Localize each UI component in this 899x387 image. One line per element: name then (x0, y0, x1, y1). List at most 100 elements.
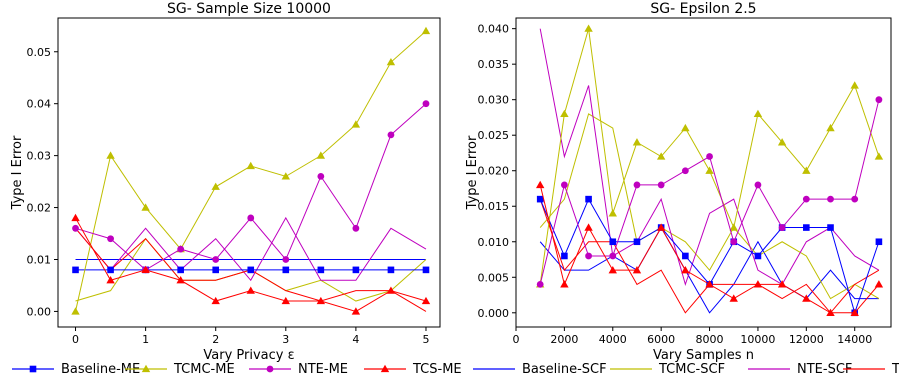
x-tick-label: 6000 (647, 333, 675, 346)
data-point-tcs-me (281, 296, 290, 305)
data-point-tcmc-me (71, 307, 80, 315)
data-point-nte-me (633, 181, 641, 189)
series-nte-me (536, 96, 883, 288)
chart-title: SG- Epsilon 2.5 (650, 1, 756, 17)
data-point-tcs-me (176, 276, 185, 284)
legend-item-tcmc-scf: TCMC-SCF (610, 362, 725, 377)
series-line-nte-scf (75, 216, 427, 282)
y-tick-label: 0.010 (478, 236, 510, 249)
y-tick-label: 0.03 (27, 150, 52, 163)
data-point-tcs-me (316, 296, 326, 305)
data-point-tcmc-me (211, 182, 220, 190)
y-tick-label: 0.000 (478, 307, 510, 320)
data-point-nte-me (875, 96, 883, 104)
data-point-nte-me (422, 100, 430, 108)
data-point-tcmc-me (826, 123, 835, 132)
legend-item-nte-scf: NTE-SCF (748, 362, 852, 377)
series-nte-scf (539, 28, 880, 287)
data-point-tcmc-me (351, 120, 361, 128)
data-point-tcmc-me (141, 203, 150, 211)
y-tick-label: 0.020 (478, 165, 510, 178)
y-tick-label: 0.025 (478, 129, 510, 142)
series-nte-scf (75, 216, 427, 282)
data-point-tcs-me (729, 294, 738, 302)
y-tick-label: 0.030 (478, 94, 510, 107)
data-point-nte-me (609, 252, 617, 260)
legend-label: TCMC-SCF (658, 362, 725, 377)
data-point-tcs-me (246, 286, 255, 294)
data-point-baseline-me (536, 195, 544, 203)
legend-label: TCS-ME (412, 362, 462, 377)
data-point-nte-me (706, 153, 713, 160)
data-point-nte-me (778, 224, 786, 231)
series-baseline-me (72, 266, 430, 274)
data-point-baseline-me (633, 238, 641, 246)
data-point-baseline-me (177, 266, 184, 274)
series-line-nte-me (75, 103, 427, 271)
data-point-baseline-me (282, 266, 290, 274)
legend-label: TCMC-ME (173, 362, 235, 377)
y-axis-label: Type I Error (10, 135, 25, 210)
chart-samples: 0 2000 4000 6000 8000 10000 12000 14000 0.000 0.0… (465, 1, 892, 363)
data-point-nte-me (536, 280, 544, 288)
series-tcmc-me (71, 26, 431, 315)
x-tick-label: 5 (422, 333, 429, 346)
x-tick-label: 10000 (740, 333, 775, 346)
data-point-nte-me (802, 195, 810, 203)
data-point-nte-me (177, 245, 185, 253)
legend-marker (141, 364, 151, 373)
x-tick-label: 14000 (837, 333, 872, 346)
data-point-baseline-me (212, 266, 220, 274)
data-point-nte-me (681, 167, 689, 175)
data-point-tcs-me (656, 223, 666, 231)
data-point-baseline-me (422, 266, 430, 274)
series-tcmc-scf (539, 113, 880, 300)
y-tick-label: 0.05 (27, 46, 52, 59)
data-point-baseline-me (803, 224, 810, 231)
data-point-tcmc-me (584, 24, 593, 32)
data-point-tcs-me (141, 265, 150, 274)
data-point-tcs-me (584, 223, 593, 231)
data-point-nte-me (212, 256, 220, 263)
chart-privacy: 0 1 2 3 4 5 0.00 0.01 0.02 0.03 0.04 0.05 SG- Sample… (10, 1, 441, 363)
series-line-baseline-scf (539, 226, 879, 314)
data-point-baseline-me (827, 224, 834, 231)
data-point-nte-me (317, 172, 325, 180)
data-point-tcs-me (421, 296, 431, 305)
x-tick-label: 4 (352, 333, 359, 346)
data-point-nte-me (851, 195, 859, 203)
data-point-baseline-me (682, 252, 689, 260)
data-point-nte-me (107, 235, 114, 243)
data-point-tcs-me (351, 307, 361, 315)
data-point-nte-me (585, 252, 592, 260)
y-tick-label: 0.00 (27, 305, 52, 318)
legend-marker (266, 365, 274, 373)
y-axis-label: Type I Error (465, 135, 480, 210)
x-tick-label: 4000 (599, 333, 627, 346)
data-point-tcmc-me (281, 172, 290, 180)
y-tick-label: 0.01 (27, 253, 52, 266)
legend-item-nte-me: NTE-ME (249, 362, 348, 377)
data-point-tcs-me (71, 213, 80, 222)
series-baseline-scf (539, 226, 879, 314)
data-point-nte-me (754, 181, 762, 189)
data-point-tcs-me (560, 280, 569, 288)
data-point-baseline-me (387, 266, 395, 274)
legend-label: Baseline-ME (61, 362, 140, 377)
data-point-nte-me (387, 131, 395, 139)
data-point-tcmc-me (106, 151, 115, 159)
data-point-nte-me (247, 214, 255, 222)
data-point-tcs-me (632, 265, 642, 274)
data-point-tcs-me (753, 280, 763, 288)
data-point-nte-me (72, 224, 79, 232)
data-point-nte-me (730, 238, 738, 246)
data-point-tcs-me (211, 296, 220, 305)
data-point-nte-me (560, 181, 568, 189)
data-point-nte-me (282, 256, 290, 263)
data-point-tcmc-me (632, 138, 642, 146)
x-tick-label: 2000 (550, 333, 578, 346)
data-point-tcmc-me (386, 57, 396, 66)
data-point-baseline-me (317, 266, 325, 274)
data-point-baseline-me (72, 266, 79, 274)
